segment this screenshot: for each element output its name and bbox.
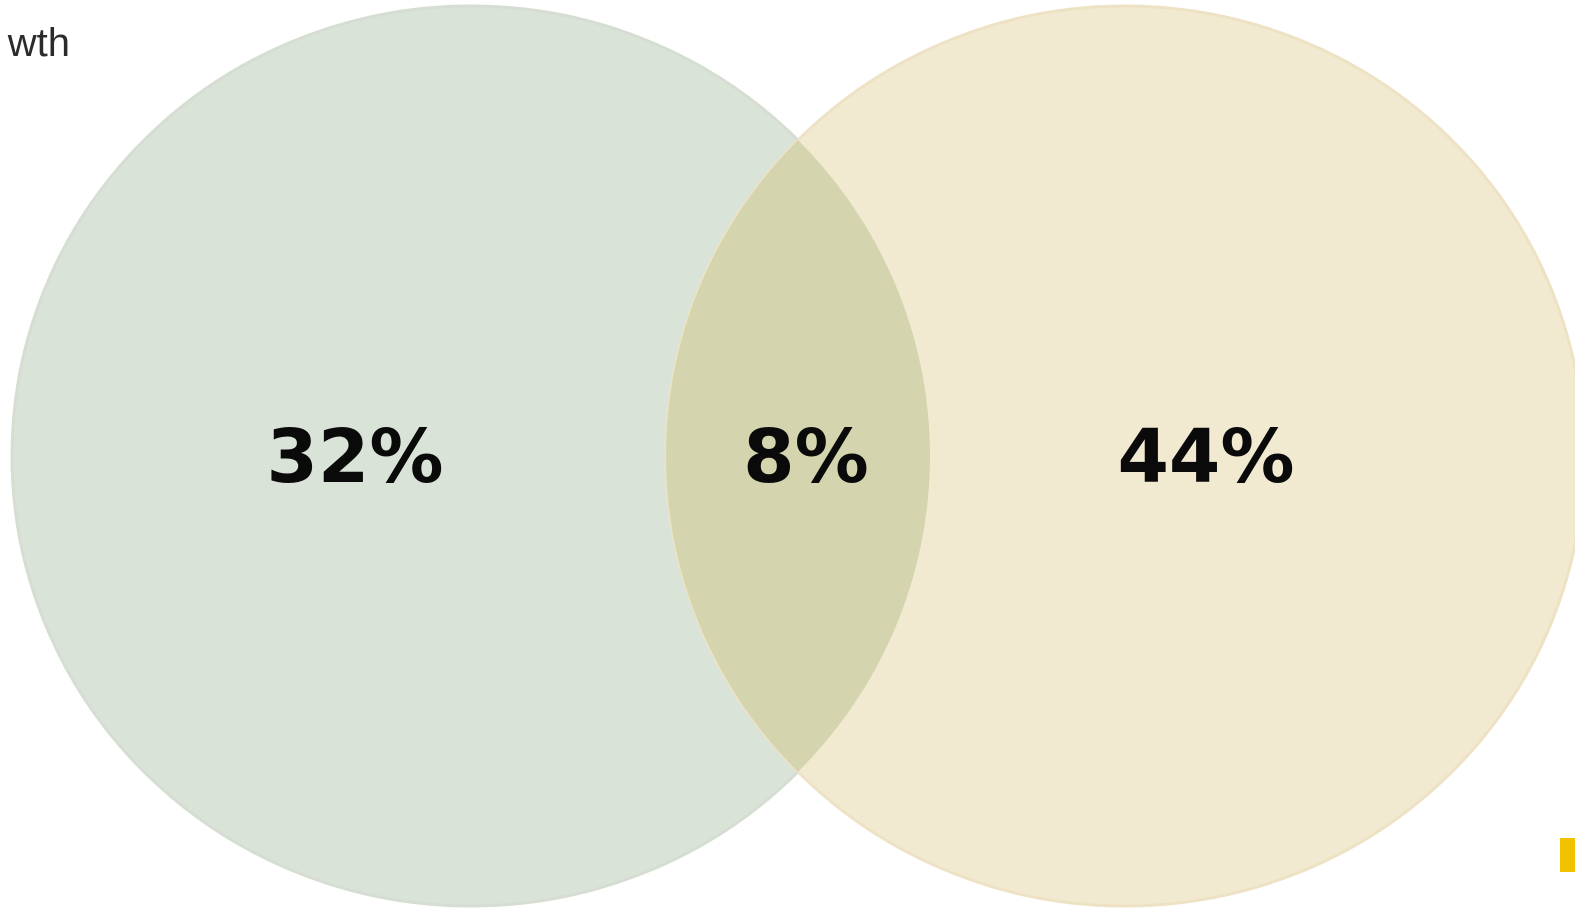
overlap-percentage: 8% (743, 414, 869, 500)
right-only-percentage: 44% (1117, 414, 1294, 500)
left-only-percentage: 32% (266, 414, 443, 500)
corner-accent-mark (1560, 838, 1575, 872)
slide-heading-fragment: wth (7, 21, 70, 65)
